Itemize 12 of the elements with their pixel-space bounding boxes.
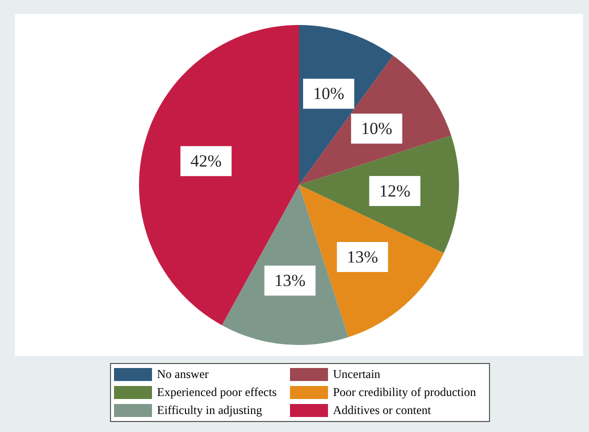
legend-label: Experienced poor effects	[157, 385, 277, 400]
data-label: 42%	[190, 152, 222, 171]
data-label: 10%	[313, 84, 344, 104]
legend-label: Poor credibility of production	[333, 385, 476, 400]
data-label: 10%	[361, 119, 392, 138]
legend-label: Additives or content	[333, 403, 431, 418]
legend-label: No answer	[157, 367, 209, 382]
data-label: 13%	[346, 247, 378, 266]
data-label: 12%	[379, 181, 410, 200]
legend-label: Uncertain	[333, 367, 380, 382]
legend-label: Eifficulty in adjusting	[157, 403, 262, 418]
data-label: 13%	[274, 271, 306, 290]
